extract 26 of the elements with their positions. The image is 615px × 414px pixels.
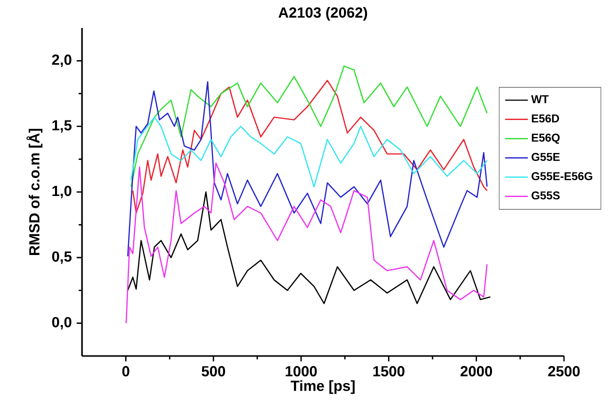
y-tick-label: 1,5 — [52, 120, 72, 133]
x-tick-label: 2500 — [548, 366, 580, 376]
y-tick-label: 2,0 — [52, 54, 72, 68]
x-tick-label: 1000 — [286, 366, 317, 376]
line-series — [130, 116, 488, 188]
x-tick-label: 0 — [122, 366, 130, 376]
legend-label: E56Q — [532, 134, 560, 144]
y-tick-label: 0,0 — [52, 316, 72, 330]
x-tick-label: 2000 — [460, 366, 492, 376]
y-axis-title: RMSD of c.o.m [Å] — [26, 128, 42, 255]
legend-label: G55E-E56G — [532, 172, 592, 180]
y-tick-label: 1,0 — [52, 186, 72, 198]
legend-label: WT — [531, 95, 549, 104]
x-tick-label: 500 — [202, 366, 226, 376]
legend-label: G55E — [532, 152, 560, 161]
line-series — [130, 65, 488, 188]
legend-label: E56D — [532, 114, 560, 122]
line-series — [127, 191, 491, 304]
line-series — [127, 81, 488, 257]
x-axis-title: Time [ps] — [290, 380, 355, 394]
y-tick-label: 0,5 — [52, 251, 72, 264]
chart-title: A2103 (2062) — [278, 6, 368, 21]
line-series — [132, 80, 488, 214]
x-tick-label: 1500 — [373, 366, 404, 376]
legend-label: G55S — [532, 191, 560, 200]
line-series — [126, 162, 488, 324]
